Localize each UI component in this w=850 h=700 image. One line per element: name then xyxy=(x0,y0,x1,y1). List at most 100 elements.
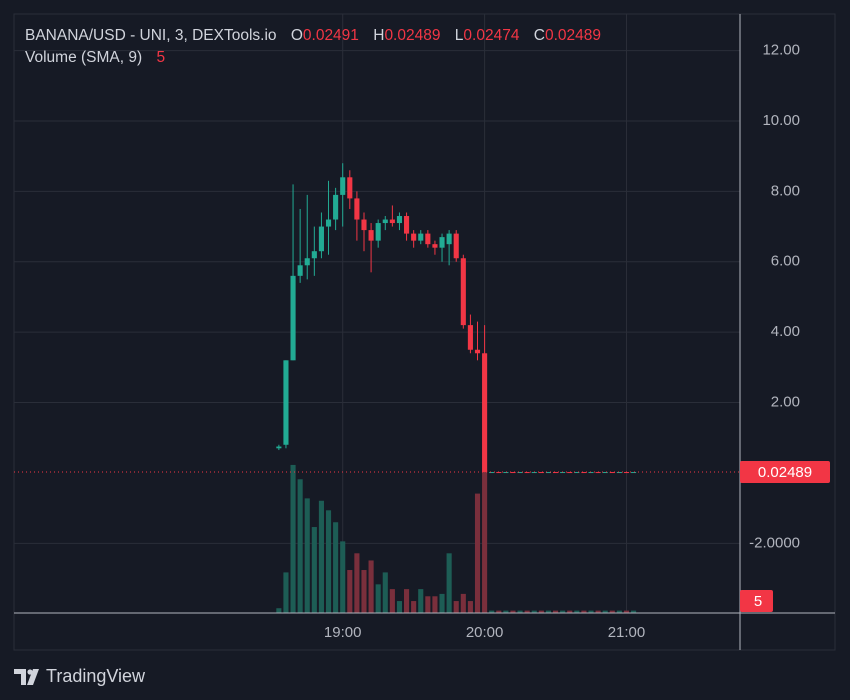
logo: TradingView xyxy=(14,666,146,686)
ohlc-label: H xyxy=(373,27,385,44)
logo-mark xyxy=(14,669,26,685)
candle-body xyxy=(616,472,622,474)
y-tick-label: 2.00 xyxy=(771,394,800,411)
volume-bar xyxy=(467,601,473,613)
y-tick-label: -2.0000 xyxy=(749,534,800,551)
x-tick-label: 21:00 xyxy=(608,624,646,641)
logo-mark xyxy=(27,669,39,685)
x-tick-label: 20:00 xyxy=(466,624,504,641)
candle-body xyxy=(503,472,509,474)
volume-bar xyxy=(411,601,417,613)
volume-bar xyxy=(538,610,544,613)
volume-bar xyxy=(616,610,622,613)
volume-bar xyxy=(446,553,452,613)
volume-bar xyxy=(581,610,587,613)
candle-body xyxy=(290,275,296,361)
candle-body xyxy=(375,223,381,241)
candle-body xyxy=(304,258,310,266)
candle-body xyxy=(432,244,438,248)
volume-bar xyxy=(510,610,516,613)
candle-body xyxy=(368,230,374,241)
x-tick-label: 19:00 xyxy=(324,624,362,641)
candle-body xyxy=(382,219,388,224)
volume-bar xyxy=(347,570,353,613)
volume-bar xyxy=(552,610,559,613)
volume-bar xyxy=(375,584,381,613)
candle-body xyxy=(340,177,346,195)
legend: BANANA/USD - UNI, 3, DEXTools.io O0.0249… xyxy=(25,25,601,69)
candle-body xyxy=(581,472,587,474)
volume-bar xyxy=(425,596,431,613)
volume-bar xyxy=(311,527,317,613)
candle-body xyxy=(609,472,615,474)
volume-bar xyxy=(560,610,566,613)
last-price-label: 0.02489 xyxy=(758,464,812,481)
volume-bar xyxy=(524,610,530,613)
candle-body xyxy=(333,194,339,220)
candle-body xyxy=(347,177,353,199)
y-tick-label: 10.00 xyxy=(762,112,800,129)
candle-body xyxy=(311,251,317,259)
candle-body xyxy=(474,349,481,354)
volume-bar xyxy=(453,601,459,613)
ohlc-value: 0.02474 xyxy=(463,27,520,44)
ohlc-value: 0.02489 xyxy=(544,27,601,44)
candle-body xyxy=(404,216,410,234)
volume-bar xyxy=(588,610,594,613)
volume-bar xyxy=(304,498,310,613)
y-tick-label: 12.00 xyxy=(762,42,800,59)
candle-body xyxy=(439,237,445,248)
candle-body xyxy=(538,472,544,474)
ohlc-label: C xyxy=(533,27,545,44)
volume-bar xyxy=(439,593,445,613)
volume-bar xyxy=(418,589,424,613)
candle-body xyxy=(276,446,282,449)
volume-bar xyxy=(531,610,537,613)
volume-bar xyxy=(382,572,388,613)
candle-body xyxy=(482,353,488,473)
volume-label: Volume (SMA, 9) xyxy=(25,49,143,66)
candle-body xyxy=(411,233,417,241)
candle-body xyxy=(460,258,466,326)
candle-body xyxy=(297,265,303,276)
candle-body xyxy=(552,472,559,474)
volume-bar xyxy=(595,610,601,613)
legend-row: BANANA/USD - UNI, 3, DEXTools.io O0.0249… xyxy=(25,25,601,47)
candle-body xyxy=(588,472,594,474)
volume-layer xyxy=(276,464,637,613)
last-price-tag xyxy=(740,461,830,484)
candle-body xyxy=(396,216,403,224)
candle-body xyxy=(602,472,608,474)
volume-bar xyxy=(474,493,481,613)
volume-bar xyxy=(325,510,332,613)
candle-body xyxy=(574,472,580,474)
volume-bar xyxy=(460,593,466,613)
ohlc-value: 0.02491 xyxy=(302,27,359,44)
volume-bar xyxy=(631,610,637,613)
candle-body xyxy=(467,325,473,350)
candle-body xyxy=(325,219,332,227)
symbol: BANANA/USD - UNI, 3, DEXTools.io xyxy=(25,27,277,44)
volume-bar xyxy=(404,589,410,613)
candle-layer xyxy=(276,163,637,474)
volume-bar xyxy=(290,464,296,613)
logo-dot xyxy=(27,669,33,675)
candle-body xyxy=(425,233,431,245)
volume-sma-tag xyxy=(740,590,773,613)
candle-body xyxy=(524,472,530,474)
volume-bar xyxy=(276,608,282,613)
volume-bar xyxy=(545,610,552,613)
candle-body xyxy=(517,472,523,474)
candle-body xyxy=(283,360,289,445)
candle-body xyxy=(545,472,552,474)
legend-row: Volume (SMA, 9) 5 xyxy=(25,47,601,69)
volume-bar xyxy=(389,589,395,613)
ohlc-label: L xyxy=(454,27,464,44)
volume-bar xyxy=(368,560,374,613)
volume-bar xyxy=(432,596,438,613)
volume-bar xyxy=(318,500,324,613)
volume-bar xyxy=(340,541,346,613)
volume-bar xyxy=(567,610,573,613)
